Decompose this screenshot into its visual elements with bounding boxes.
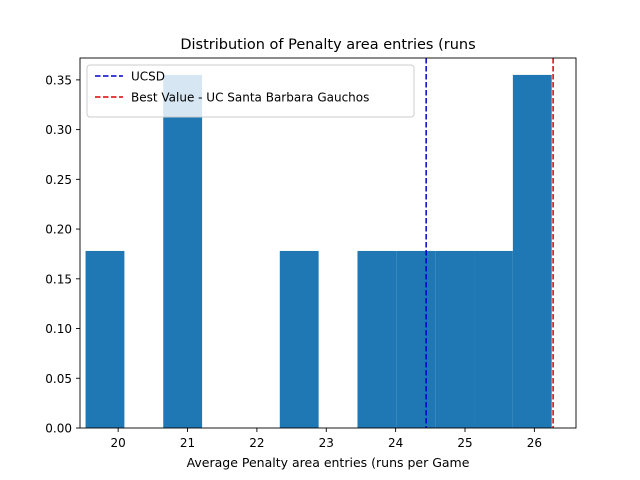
y-tick-label-7: 0.35 [45,73,72,87]
plot-area-frame [79,57,577,429]
x-tick-label-6: 26 [527,436,542,450]
y-tick-label-3: 0.15 [45,272,72,286]
y-tick-label-1: 0.05 [45,372,72,386]
x-tick-label-1: 21 [180,436,195,450]
y-tick-label-2: 0.10 [45,322,72,336]
histogram-bar-1 [163,74,203,428]
y-tick-label-4: 0.20 [45,223,72,237]
histogram-bar-5 [435,250,475,428]
x-axis-ticks: 20 21 22 23 24 25 26 [111,428,542,450]
legend: UCSD Best Value - UC Santa Barbara Gaucho… [86,64,415,118]
y-axis-ticks: 0.00 0.05 0.10 0.15 0.20 0.25 0.30 0.35 [45,73,80,436]
x-tick-label-5: 25 [457,436,472,450]
histogram-bar-4 [396,250,436,428]
histogram-bar-6 [474,250,513,428]
x-tick-label-2: 22 [249,436,264,450]
histogram-bar-0 [85,250,125,428]
legend-label-1: Best Value - UC Santa Barbara Gauchos [131,91,369,105]
x-tick-label-0: 20 [111,436,126,450]
y-tick-label-0: 0.00 [45,422,72,436]
histogram-bar-7 [512,74,552,428]
histogram-bar-2 [279,250,319,428]
y-tick-label-5: 0.25 [45,173,72,187]
chart-title: Distribution of Penalty area entries (ru… [180,37,475,53]
reference-lines [425,58,554,428]
histogram-bars [85,74,552,428]
legend-box [86,64,415,118]
x-tick-label-4: 24 [388,436,403,450]
x-tick-label-3: 23 [319,436,334,450]
y-tick-label-6: 0.30 [45,123,72,137]
legend-label-0: UCSD [131,70,165,84]
x-axis-label: Average Penalty area entries (runs per G… [187,455,470,470]
histogram-bar-3 [357,250,397,428]
